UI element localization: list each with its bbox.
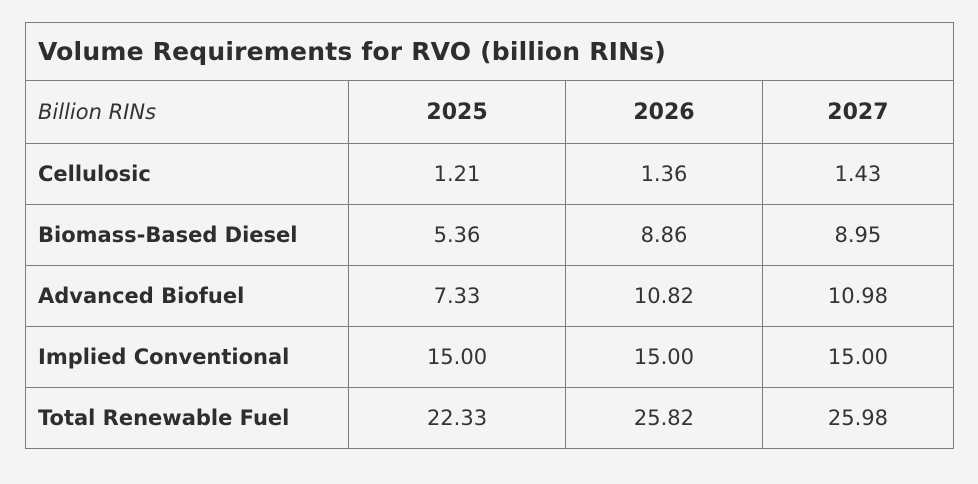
cell-value: 15.00 bbox=[347, 326, 567, 388]
cell-value: 10.98 bbox=[761, 265, 955, 327]
cell-value: 1.36 bbox=[565, 143, 763, 205]
rvo-volume-requirements-table: Volume Requirements for RVO (billion RIN… bbox=[25, 22, 955, 449]
table-title: Volume Requirements for RVO (billion RIN… bbox=[25, 22, 954, 81]
cell-value: 7.33 bbox=[347, 265, 567, 327]
year-header-2027: 2027 bbox=[761, 80, 955, 144]
row-label: Advanced Biofuel bbox=[25, 265, 349, 327]
year-header-2025: 2025 bbox=[347, 80, 567, 144]
cell-value: 25.82 bbox=[565, 387, 763, 449]
cell-value: 25.98 bbox=[761, 387, 955, 449]
cell-value: 8.95 bbox=[761, 204, 955, 266]
row-label: Total Renewable Fuel bbox=[25, 387, 349, 449]
table-row-advanced-biofuel: Advanced Biofuel 7.33 10.82 10.98 bbox=[25, 265, 955, 327]
cell-value: 1.21 bbox=[347, 143, 567, 205]
cell-value: 22.33 bbox=[347, 387, 567, 449]
cell-value: 5.36 bbox=[347, 204, 567, 266]
year-header-2026: 2026 bbox=[565, 80, 763, 144]
table-header-row: Billion RINs 2025 2026 2027 bbox=[25, 80, 955, 144]
cell-value: 8.86 bbox=[565, 204, 763, 266]
cell-value: 1.43 bbox=[761, 143, 955, 205]
cell-value: 15.00 bbox=[761, 326, 955, 388]
table-row-implied-conventional: Implied Conventional 15.00 15.00 15.00 bbox=[25, 326, 955, 388]
unit-label: Billion RINs bbox=[25, 80, 349, 144]
rvo-table-container: Volume Requirements for RVO (billion RIN… bbox=[25, 22, 955, 449]
table-title-row: Volume Requirements for RVO (billion RIN… bbox=[25, 22, 954, 81]
row-label: Implied Conventional bbox=[25, 326, 349, 388]
cell-value: 15.00 bbox=[565, 326, 763, 388]
table-row-total-renewable-fuel: Total Renewable Fuel 22.33 25.82 25.98 bbox=[25, 387, 955, 449]
table-row-biomass-based-diesel: Biomass-Based Diesel 5.36 8.86 8.95 bbox=[25, 204, 955, 266]
table-row-cellulosic: Cellulosic 1.21 1.36 1.43 bbox=[25, 143, 955, 205]
cell-value: 10.82 bbox=[565, 265, 763, 327]
row-label: Biomass-Based Diesel bbox=[25, 204, 349, 266]
row-label: Cellulosic bbox=[25, 143, 349, 205]
